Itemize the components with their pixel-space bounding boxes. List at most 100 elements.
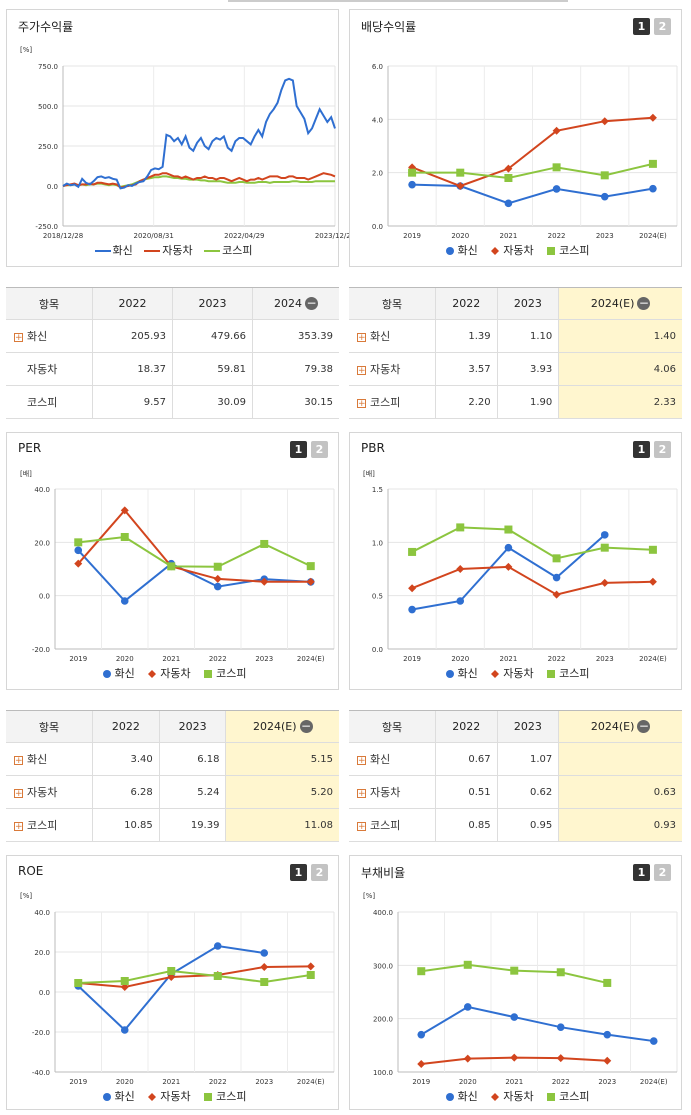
legend-hwashin[interactable]: 화신 [101, 665, 135, 681]
expand-icon[interactable]: + [357, 365, 366, 376]
legend-hwashin[interactable]: 화신 [444, 665, 478, 681]
legend-hwashin[interactable]: 화신 [94, 244, 133, 257]
x-tick-label: 2021 [162, 1078, 180, 1086]
legend-auto[interactable]: 자동차 [144, 244, 193, 257]
expand-icon[interactable]: + [357, 821, 366, 832]
legend-kospi[interactable]: 코스피 [202, 1088, 247, 1104]
legend-hwashin[interactable]: 화신 [444, 242, 478, 258]
y-tick-label: 750.0 [38, 63, 58, 71]
point-auto [552, 590, 561, 599]
y-tick-label: 2.0 [372, 170, 383, 178]
point-hwashin [213, 942, 222, 950]
legend-kospi[interactable]: 코스피 [545, 665, 590, 681]
legend-auto[interactable]: 자동차 [489, 242, 534, 258]
point-kospi [408, 547, 417, 556]
point-hwashin [504, 543, 513, 552]
point-auto [456, 565, 465, 573]
point-kospi [648, 159, 657, 168]
expand-icon[interactable]: + [14, 821, 23, 832]
legend-hwashin[interactable]: 화신 [444, 1088, 478, 1104]
y-tick-label: 0.0 [39, 989, 50, 997]
expand-icon[interactable]: + [14, 755, 23, 766]
point-hwashin [552, 185, 561, 193]
y-tick-label: 100.0 [373, 1069, 393, 1077]
point-auto [456, 182, 465, 190]
point-hwashin [504, 199, 513, 208]
point-kospi [417, 967, 426, 976]
legend-auto[interactable]: 자동차 [146, 665, 191, 681]
expand-icon[interactable]: + [357, 788, 366, 799]
expand-icon[interactable]: + [14, 788, 23, 799]
table-row: + 자동차 0.51 0.62 0.63 [349, 775, 682, 809]
page-toggle: 1 2 [290, 441, 328, 458]
point-hwashin [600, 531, 609, 539]
chart-legend: 화신 자동차 코스피 [350, 1088, 683, 1104]
y-tick-label: 300.0 [373, 962, 393, 970]
point-kospi [408, 168, 417, 177]
x-tick-label: 2021 [505, 1078, 523, 1086]
expand-icon[interactable]: + [357, 332, 366, 343]
legend-kospi[interactable]: 코스피 [202, 665, 247, 681]
collapse-icon[interactable]: − [304, 296, 318, 311]
x-tick-label: 2021 [500, 655, 518, 663]
col-header: 2022 [92, 287, 173, 320]
x-tick-label: 2023 [596, 655, 614, 663]
legend-kospi[interactable]: 코스피 [204, 244, 253, 257]
page-2-button[interactable]: 2 [654, 864, 671, 881]
table-row: + 화신 0.67 1.07 [349, 742, 682, 776]
page-1-button[interactable]: 1 [290, 441, 307, 458]
page-2-button[interactable]: 2 [654, 441, 671, 458]
point-auto [600, 578, 609, 587]
point-auto [556, 1054, 565, 1063]
point-hwashin [213, 582, 222, 591]
collapse-icon[interactable]: − [299, 719, 313, 734]
point-kospi [167, 562, 176, 571]
page-2-button[interactable]: 2 [311, 864, 328, 881]
unit-label: [배] [363, 470, 375, 478]
point-auto [603, 1056, 612, 1065]
chart-legend: 화신 자동차 코스피 [350, 242, 683, 258]
x-tick-label: 2024(E) [639, 655, 667, 663]
chart-legend: 화신 자동차 코스피 [7, 242, 340, 258]
page-1-button[interactable]: 1 [633, 441, 650, 458]
table-header-row: 항목 2022 2023 2024(E) − [6, 710, 339, 743]
legend-hwashin[interactable]: 화신 [101, 1088, 135, 1104]
legend-auto[interactable]: 자동차 [146, 1088, 191, 1104]
point-kospi [74, 538, 83, 547]
collapse-icon[interactable]: − [637, 296, 651, 311]
page-2-button[interactable]: 2 [311, 441, 328, 458]
point-auto [306, 962, 315, 971]
x-tick-label: 2022 [209, 1078, 227, 1086]
page-1-button[interactable]: 1 [290, 864, 307, 881]
point-hwashin [417, 1030, 426, 1039]
point-hwashin [649, 1037, 658, 1045]
page-2-button[interactable]: 2 [654, 18, 671, 35]
point-kospi [552, 163, 561, 172]
col-header: 2023 [171, 287, 253, 320]
point-kospi [260, 978, 269, 986]
y-tick-label: 0.0 [47, 183, 58, 191]
point-kospi [504, 525, 513, 534]
table-row: 코스피 9.57 30.09 30.15 [6, 385, 339, 419]
page-1-button[interactable]: 1 [633, 18, 650, 35]
expand-icon[interactable]: + [357, 755, 366, 766]
table-row: + 코스피 2.20 1.90 2.33 [349, 385, 682, 419]
series-line-auto [77, 508, 311, 583]
per-table: 항목 2022 2023 2024(E) − + 화신 3.40 6.18 5.15… [6, 710, 339, 842]
x-tick-label: 2024(E) [640, 1078, 668, 1086]
series-line-kospi [412, 162, 654, 180]
expand-icon[interactable]: + [357, 398, 366, 409]
series-line-hwashin [62, 77, 336, 190]
panel-title: 부채비율 [361, 866, 406, 880]
expand-icon[interactable]: + [14, 332, 23, 343]
page-toggle: 1 2 [633, 864, 671, 881]
y-tick-label: 0.0 [39, 593, 50, 601]
legend-kospi[interactable]: 코스피 [545, 242, 590, 258]
collapse-icon[interactable]: − [637, 719, 651, 734]
page-1-button[interactable]: 1 [633, 864, 650, 881]
legend-kospi[interactable]: 코스피 [545, 1088, 590, 1104]
legend-auto[interactable]: 자동차 [489, 1088, 534, 1104]
y-tick-label: 1.5 [372, 486, 383, 494]
legend-auto[interactable]: 자동차 [489, 665, 534, 681]
